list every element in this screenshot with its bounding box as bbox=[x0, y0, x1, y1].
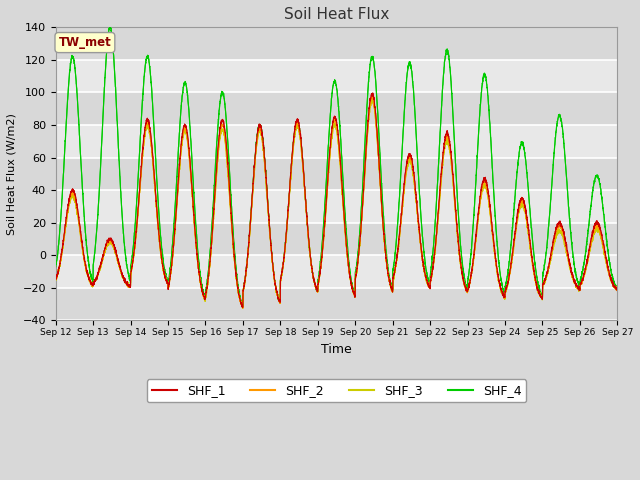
SHF_2 bbox=[495, 276, 502, 282]
SHF_2 bbox=[153, 204, 161, 210]
SHF_4 bbox=[613, 284, 621, 289]
SHF_1 bbox=[463, 288, 470, 293]
SHF_2 bbox=[52, 276, 60, 281]
SHF_1 bbox=[614, 287, 621, 293]
Bar bbox=[56, 288, 618, 321]
Line: SHF_2: SHF_2 bbox=[56, 97, 618, 308]
Bar bbox=[56, 223, 618, 255]
Bar bbox=[56, 125, 618, 157]
SHF_2 bbox=[367, 94, 375, 100]
SHF_3 bbox=[463, 287, 470, 292]
SHF_2 bbox=[316, 271, 324, 277]
Bar bbox=[56, 27, 618, 60]
Bar bbox=[56, 93, 618, 125]
SHF_3 bbox=[316, 271, 324, 277]
SHF_1 bbox=[613, 287, 621, 293]
Text: TW_met: TW_met bbox=[58, 36, 111, 49]
Line: SHF_3: SHF_3 bbox=[56, 99, 618, 308]
SHF_1 bbox=[52, 276, 60, 282]
SHF_3 bbox=[432, 244, 440, 250]
SHF_3 bbox=[52, 276, 60, 282]
SHF_3 bbox=[153, 207, 161, 213]
SHF_2 bbox=[614, 288, 621, 293]
SHF_2 bbox=[613, 287, 621, 293]
SHF_2 bbox=[463, 288, 470, 293]
Line: SHF_1: SHF_1 bbox=[56, 93, 618, 307]
SHF_3 bbox=[495, 276, 502, 282]
SHF_4 bbox=[52, 264, 60, 270]
SHF_4 bbox=[316, 266, 324, 272]
SHF_4 bbox=[614, 286, 621, 291]
SHF_1 bbox=[316, 269, 324, 275]
Y-axis label: Soil Heat Flux (W/m2): Soil Heat Flux (W/m2) bbox=[7, 113, 17, 235]
SHF_1 bbox=[495, 277, 502, 283]
SHF_4 bbox=[432, 213, 440, 219]
Legend: SHF_1, SHF_2, SHF_3, SHF_4: SHF_1, SHF_2, SHF_3, SHF_4 bbox=[147, 379, 526, 402]
SHF_4 bbox=[106, 24, 113, 30]
X-axis label: Time: Time bbox=[321, 343, 352, 356]
SHF_3 bbox=[369, 96, 376, 102]
SHF_1 bbox=[369, 90, 376, 96]
Title: Soil Heat Flux: Soil Heat Flux bbox=[284, 7, 389, 22]
SHF_2 bbox=[432, 242, 440, 248]
Bar bbox=[56, 255, 618, 288]
SHF_4 bbox=[463, 285, 470, 290]
Line: SHF_4: SHF_4 bbox=[56, 27, 618, 306]
SHF_3 bbox=[614, 287, 621, 293]
SHF_1 bbox=[239, 304, 246, 310]
SHF_4 bbox=[153, 176, 161, 182]
SHF_1 bbox=[432, 241, 440, 247]
SHF_1 bbox=[153, 204, 161, 209]
Bar bbox=[56, 60, 618, 93]
SHF_3 bbox=[239, 305, 246, 311]
Bar bbox=[56, 190, 618, 223]
SHF_3 bbox=[613, 287, 621, 293]
SHF_2 bbox=[239, 305, 246, 311]
SHF_4 bbox=[495, 259, 502, 264]
Bar bbox=[56, 157, 618, 190]
SHF_4 bbox=[239, 303, 246, 309]
